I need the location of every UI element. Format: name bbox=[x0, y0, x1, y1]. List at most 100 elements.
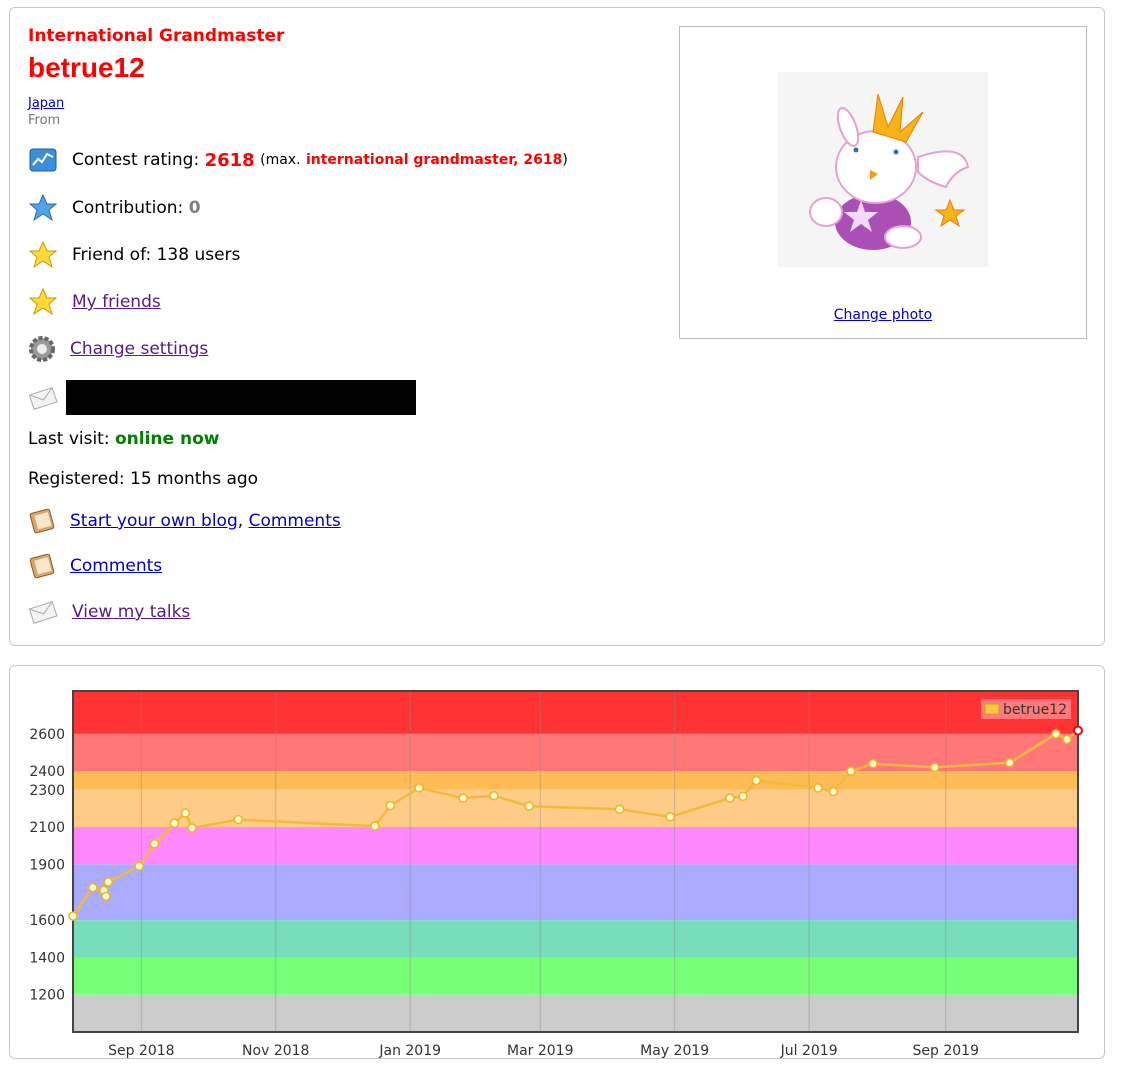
comments-link[interactable]: Comments bbox=[70, 556, 163, 576]
data-point bbox=[1004, 757, 1015, 768]
y-tick-label: 1400 bbox=[29, 950, 65, 966]
avatar bbox=[778, 72, 988, 267]
x-tick-label: Jul 2019 bbox=[780, 1043, 838, 1058]
data-point bbox=[725, 793, 735, 803]
contribution-value: 0 bbox=[188, 198, 201, 218]
data-point bbox=[813, 783, 823, 793]
from-label: From bbox=[28, 113, 61, 128]
y-tick-label: 2600 bbox=[29, 727, 65, 743]
max-rank: international grandmaster, 2618 bbox=[305, 152, 563, 168]
contribution-label: Contribution: bbox=[72, 198, 184, 218]
rating-band-3 bbox=[73, 864, 1078, 921]
redacted-email bbox=[66, 380, 416, 415]
country-link[interactable]: Japan bbox=[28, 96, 65, 111]
data-point bbox=[846, 766, 856, 776]
data-point bbox=[180, 808, 191, 818]
data-point bbox=[929, 762, 940, 773]
data-point bbox=[68, 911, 78, 921]
x-tick-label: May 2019 bbox=[640, 1043, 709, 1058]
rating-band-2 bbox=[73, 920, 1078, 958]
data-point bbox=[134, 861, 144, 871]
blue-star-icon bbox=[28, 193, 58, 223]
data-point bbox=[187, 823, 197, 833]
y-tick-label: 2100 bbox=[29, 820, 65, 836]
last-visit-label: Last visit: bbox=[28, 429, 110, 449]
max-open: (max. bbox=[260, 152, 301, 168]
comments-row: Comments bbox=[28, 551, 162, 581]
max-close: ) bbox=[562, 152, 568, 168]
data-point bbox=[614, 804, 625, 815]
user-handle[interactable]: betrue12 bbox=[28, 52, 145, 83]
envelope-icon bbox=[28, 597, 58, 627]
legend-box bbox=[981, 699, 1071, 719]
data-point bbox=[1073, 725, 1083, 736]
start-blog-link[interactable]: Start your own blog bbox=[70, 511, 238, 531]
friend-of-row: Friend of: 138 users bbox=[28, 240, 240, 270]
registered-text: Registered: 15 months ago bbox=[28, 469, 259, 489]
data-point bbox=[751, 775, 761, 786]
settings-row: Change settings bbox=[28, 334, 208, 364]
legend-label: betrue12 bbox=[1003, 702, 1067, 718]
x-tick-label: Mar 2019 bbox=[507, 1043, 574, 1058]
data-point bbox=[149, 839, 160, 849]
data-point bbox=[738, 791, 748, 802]
x-tick-label: Sep 2018 bbox=[108, 1043, 174, 1058]
y-tick-label: 2300 bbox=[29, 783, 65, 799]
rating-band-1 bbox=[73, 957, 1078, 995]
rating-band-6 bbox=[73, 771, 1078, 790]
notebook-icon bbox=[28, 506, 56, 536]
y-tick-label: 1200 bbox=[29, 988, 65, 1004]
y-tick-label: 2400 bbox=[29, 764, 65, 780]
change-photo-link[interactable]: Change photo bbox=[833, 307, 933, 323]
view-talks-link[interactable]: View my talks bbox=[72, 602, 191, 622]
data-point bbox=[385, 800, 396, 811]
my-friends-row: My friends bbox=[28, 287, 161, 317]
yellow-star-icon bbox=[28, 287, 58, 317]
rating-row: Contest rating: 2618 (max. international… bbox=[28, 145, 568, 175]
rating-chart-box: Sep 2018 Nov 2018 Jan 2019 Mar 2019 May 2019… bbox=[9, 665, 1105, 1059]
data-point bbox=[665, 812, 676, 822]
email-row bbox=[28, 380, 416, 415]
notebook-icon bbox=[28, 551, 56, 581]
data-point bbox=[370, 821, 380, 831]
data-point bbox=[101, 891, 111, 902]
x-tick-label: Nov 2018 bbox=[242, 1043, 309, 1058]
last-visit-value: online now bbox=[114, 429, 220, 449]
envelope-icon bbox=[28, 383, 58, 413]
rating-band-0 bbox=[73, 994, 1078, 1032]
rating-band-4 bbox=[73, 827, 1078, 865]
data-point bbox=[103, 877, 114, 887]
profile-box: International Grandmaster betrue12 Japan… bbox=[9, 7, 1105, 646]
data-point bbox=[88, 882, 98, 893]
data-point bbox=[169, 818, 180, 829]
data-point bbox=[1051, 729, 1061, 739]
data-point bbox=[489, 790, 499, 801]
y-tick-label: 1900 bbox=[29, 857, 65, 873]
talks-row: View my talks bbox=[28, 597, 190, 627]
friend-of-text: Friend of: 138 users bbox=[72, 245, 241, 265]
blog-comma: , bbox=[237, 511, 244, 531]
rating-band-7 bbox=[73, 733, 1078, 772]
y-tick-label: 1600 bbox=[29, 913, 65, 929]
data-point bbox=[868, 758, 878, 769]
contribution-row: Contribution: 0 bbox=[28, 193, 201, 223]
rating-chart-icon bbox=[28, 145, 58, 175]
data-point bbox=[414, 783, 424, 793]
rating-value: 2618 bbox=[204, 149, 255, 171]
rating-chart: Sep 2018 Nov 2018 Jan 2019 Mar 2019 May 2019… bbox=[29, 690, 1083, 1058]
rating-label: Contest rating: bbox=[72, 150, 200, 170]
data-point bbox=[524, 801, 534, 811]
blog-comments-link[interactable]: Comments bbox=[248, 511, 341, 531]
x-tick-label: Sep 2019 bbox=[913, 1043, 979, 1058]
my-friends-link[interactable]: My friends bbox=[72, 292, 161, 312]
change-settings-link[interactable]: Change settings bbox=[70, 339, 209, 359]
data-point bbox=[828, 786, 839, 797]
registered-row: Registered: 15 months ago bbox=[28, 469, 258, 489]
yellow-star-icon bbox=[28, 240, 58, 270]
last-visit-row: Last visit: online now bbox=[28, 429, 219, 449]
data-point bbox=[1062, 734, 1072, 745]
blog-row: Start your own blog, Comments bbox=[28, 506, 341, 536]
plot-border bbox=[72, 690, 1079, 1033]
x-tick-label: Jan 2019 bbox=[378, 1043, 441, 1058]
data-point bbox=[233, 814, 244, 825]
